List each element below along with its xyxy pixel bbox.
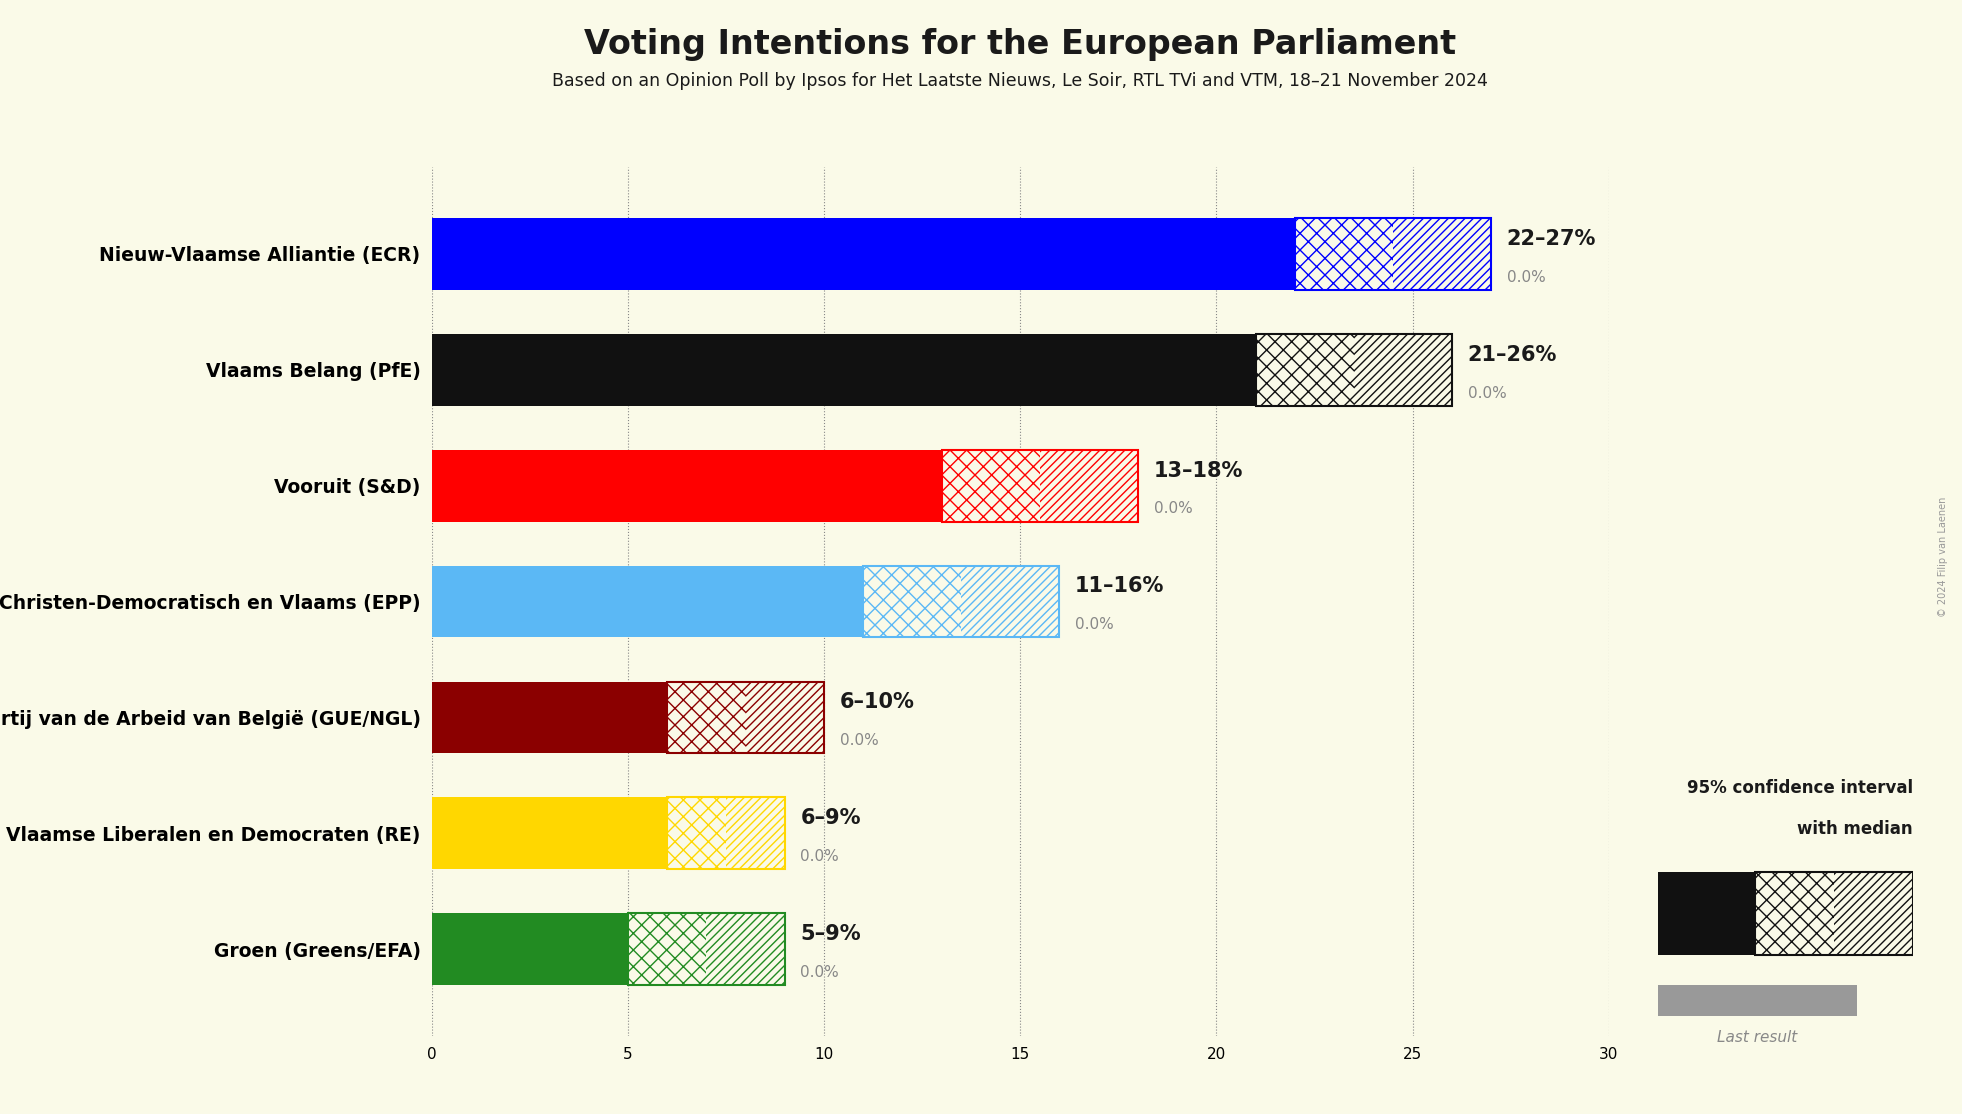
Text: 6–9%: 6–9% bbox=[800, 809, 861, 828]
Text: © 2024 Filip van Laenen: © 2024 Filip van Laenen bbox=[1938, 497, 1948, 617]
Text: 6–10%: 6–10% bbox=[840, 693, 914, 712]
Text: 95% confidence interval: 95% confidence interval bbox=[1687, 779, 1913, 797]
Bar bbox=[1354, 334, 1452, 405]
Text: 13–18%: 13–18% bbox=[1154, 461, 1244, 480]
Text: 0.0%: 0.0% bbox=[1468, 385, 1507, 401]
Bar bbox=[667, 682, 824, 753]
Text: 0.0%: 0.0% bbox=[800, 849, 840, 864]
Bar bbox=[667, 798, 726, 869]
Bar bbox=[863, 566, 961, 637]
Text: Based on an Opinion Poll by Ipsos for Het Laatste Nieuws, Le Soir, RTL TVi and V: Based on an Opinion Poll by Ipsos for He… bbox=[551, 72, 1489, 90]
Bar bbox=[1834, 871, 1913, 955]
Bar bbox=[1295, 218, 1491, 290]
Text: 22–27%: 22–27% bbox=[1507, 229, 1597, 248]
Bar bbox=[432, 566, 863, 637]
Bar bbox=[961, 566, 1059, 637]
Bar bbox=[1393, 218, 1491, 290]
Bar bbox=[942, 450, 1040, 521]
Bar bbox=[432, 218, 1295, 290]
Text: 21–26%: 21–26% bbox=[1468, 345, 1558, 364]
Bar bbox=[432, 913, 628, 985]
Bar bbox=[1256, 334, 1452, 405]
Text: 0.0%: 0.0% bbox=[1075, 617, 1114, 633]
Bar bbox=[667, 798, 785, 869]
Bar bbox=[1658, 871, 1754, 955]
Bar bbox=[1040, 450, 1138, 521]
Bar bbox=[706, 913, 785, 985]
Text: Voting Intentions for the European Parliament: Voting Intentions for the European Parli… bbox=[585, 28, 1456, 61]
Bar bbox=[942, 450, 1138, 521]
Text: 11–16%: 11–16% bbox=[1075, 577, 1165, 596]
Bar bbox=[628, 913, 785, 985]
Bar bbox=[746, 682, 824, 753]
Bar bbox=[667, 682, 746, 753]
Bar bbox=[1256, 334, 1354, 405]
Bar bbox=[432, 682, 667, 753]
Text: 0.0%: 0.0% bbox=[1154, 501, 1193, 517]
Bar bbox=[1754, 871, 1913, 955]
Bar bbox=[726, 798, 785, 869]
Text: with median: with median bbox=[1797, 820, 1913, 838]
Text: Last result: Last result bbox=[1717, 1030, 1797, 1045]
Text: 0.0%: 0.0% bbox=[1507, 270, 1546, 285]
Bar bbox=[432, 798, 667, 869]
Bar bbox=[1754, 871, 1834, 955]
Bar bbox=[432, 334, 1256, 405]
Bar bbox=[863, 566, 1059, 637]
Bar bbox=[1295, 218, 1393, 290]
Text: 5–9%: 5–9% bbox=[800, 925, 861, 944]
Text: 0.0%: 0.0% bbox=[800, 965, 840, 980]
Bar bbox=[432, 450, 942, 521]
Bar bbox=[628, 913, 706, 985]
Text: 0.0%: 0.0% bbox=[840, 733, 879, 749]
